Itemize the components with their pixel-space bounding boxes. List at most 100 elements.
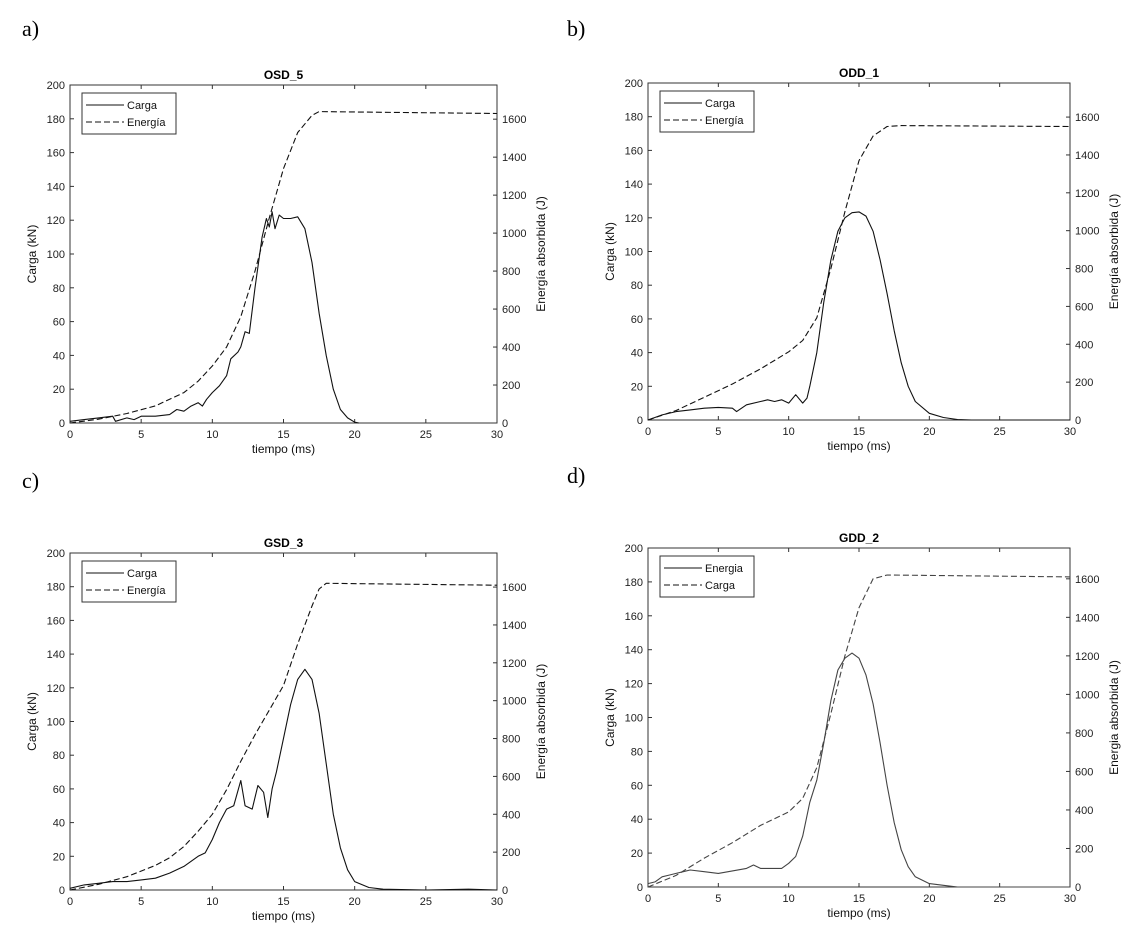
series-line-carga (69, 211, 360, 424)
y2-tick-label: 800 (502, 266, 520, 278)
x-axis-label: tiempo (ms) (252, 442, 315, 456)
series-line-energía (69, 582, 498, 891)
legend-label: Energia (705, 563, 744, 575)
y2-tick-label: 0 (1075, 415, 1081, 427)
y-tick-label: 40 (631, 814, 643, 826)
x-tick-label: 20 (349, 429, 361, 441)
y2-tick-label: 200 (502, 380, 520, 392)
y-tick-label: 20 (53, 851, 65, 863)
y-tick-label: 0 (637, 415, 643, 427)
legend-label: Carga (705, 98, 736, 110)
y-tick-label: 20 (53, 384, 65, 396)
x-tick-label: 25 (420, 896, 432, 908)
x-tick-label: 15 (277, 896, 289, 908)
x-tick-label: 10 (206, 896, 218, 908)
y-tick-label: 80 (631, 746, 643, 758)
x-tick-label: 20 (349, 896, 361, 908)
y2-tick-label: 600 (1075, 301, 1093, 313)
y-tick-label: 200 (47, 548, 65, 560)
panel-label: b) (567, 16, 585, 41)
y-tick-label: 0 (59, 418, 65, 430)
y2-tick-label: 1400 (502, 620, 526, 632)
x-axis-label: tiempo (ms) (827, 906, 890, 920)
y-tick-label: 180 (47, 114, 65, 126)
plot-area (647, 82, 1071, 421)
y2-tick-label: 1400 (502, 152, 526, 164)
y2-tick-label: 800 (1075, 264, 1093, 276)
y-axis-label: Carga (kN) (603, 688, 617, 747)
y2-tick-label: 1200 (502, 658, 526, 670)
y2-tick-label: 1400 (1075, 150, 1099, 162)
y2-tick-label: 1000 (502, 228, 526, 240)
y-tick-label: 80 (53, 283, 65, 295)
y-tick-label: 200 (47, 80, 65, 92)
y2-tick-label: 600 (502, 771, 520, 783)
x-tick-label: 25 (420, 429, 432, 441)
panel-label: d) (567, 463, 585, 488)
y-tick-label: 120 (625, 213, 643, 225)
chart-title: OSD_5 (264, 68, 304, 82)
series-line-carga (647, 574, 1071, 888)
y-tick-label: 200 (625, 78, 643, 90)
series-line-energía (647, 125, 1071, 421)
y2-tick-label: 800 (1075, 728, 1093, 740)
x-tick-label: 15 (277, 429, 289, 441)
y-tick-label: 100 (625, 713, 643, 725)
y-tick-label: 40 (53, 350, 65, 362)
chart-panel-odd_1: b)ODD_10 5 10 15 20 25 30020406080100120140160… (567, 16, 1121, 453)
x-tick-label: 0 (645, 426, 651, 438)
y-tick-label: 160 (625, 611, 643, 623)
y2-tick-label: 0 (1075, 882, 1081, 894)
y2-tick-label: 1200 (1075, 188, 1099, 200)
legend-label: Carga (705, 580, 736, 592)
y2-tick-label: 1600 (502, 114, 526, 126)
x-tick-label: 5 (715, 426, 721, 438)
chart-title: GSD_3 (264, 536, 304, 550)
legend-label: Energía (127, 585, 166, 597)
y-tick-label: 100 (47, 249, 65, 261)
y-tick-label: 60 (631, 780, 643, 792)
x-tick-label: 30 (1064, 426, 1076, 438)
y-tick-label: 160 (47, 615, 65, 627)
x-tick-label: 10 (783, 893, 795, 905)
y2-tick-label: 1600 (502, 582, 526, 594)
x-tick-label: 25 (994, 426, 1006, 438)
plot-area (69, 84, 498, 424)
chart-panel-gdd_2: d)GDD_20 5 10 15 20 25 30020406080100120140160… (567, 463, 1121, 920)
y-axis-label: Carga (kN) (25, 225, 39, 284)
x-tick-label: 0 (67, 896, 73, 908)
panel-label: a) (22, 16, 39, 41)
x-tick-label: 25 (994, 893, 1006, 905)
legend-box (659, 555, 755, 598)
y2-axis-label: Energía absorbida (J) (1107, 194, 1121, 309)
y2-tick-label: 1000 (1075, 226, 1099, 238)
y2-axis-label: Energia absorbida (J) (1107, 660, 1121, 775)
y2-tick-label: 800 (502, 734, 520, 746)
legend-box (81, 92, 177, 135)
y2-tick-label: 0 (502, 885, 508, 897)
y-tick-label: 180 (625, 577, 643, 589)
legend-label: Carga (127, 568, 158, 580)
y2-tick-label: 200 (1075, 377, 1093, 389)
y2-tick-label: 0 (502, 418, 508, 430)
y2-tick-label: 1600 (1075, 574, 1099, 586)
y2-tick-label: 1600 (1075, 112, 1099, 124)
x-tick-label: 5 (715, 893, 721, 905)
y2-tick-label: 1400 (1075, 612, 1099, 624)
chart-title: GDD_2 (839, 531, 879, 545)
x-tick-label: 30 (491, 429, 503, 441)
legend-label: Energía (127, 117, 166, 129)
y-tick-label: 120 (47, 215, 65, 227)
y2-tick-label: 1000 (1075, 689, 1099, 701)
x-tick-label: 30 (1064, 893, 1076, 905)
y2-tick-label: 200 (1075, 843, 1093, 855)
y-tick-label: 20 (631, 848, 643, 860)
y-tick-label: 60 (53, 317, 65, 329)
y2-tick-label: 400 (1075, 339, 1093, 351)
x-tick-label: 20 (923, 426, 935, 438)
y-tick-label: 80 (631, 280, 643, 292)
y-tick-label: 0 (637, 882, 643, 894)
y-tick-label: 60 (631, 314, 643, 326)
x-axis-label: tiempo (ms) (252, 909, 315, 923)
